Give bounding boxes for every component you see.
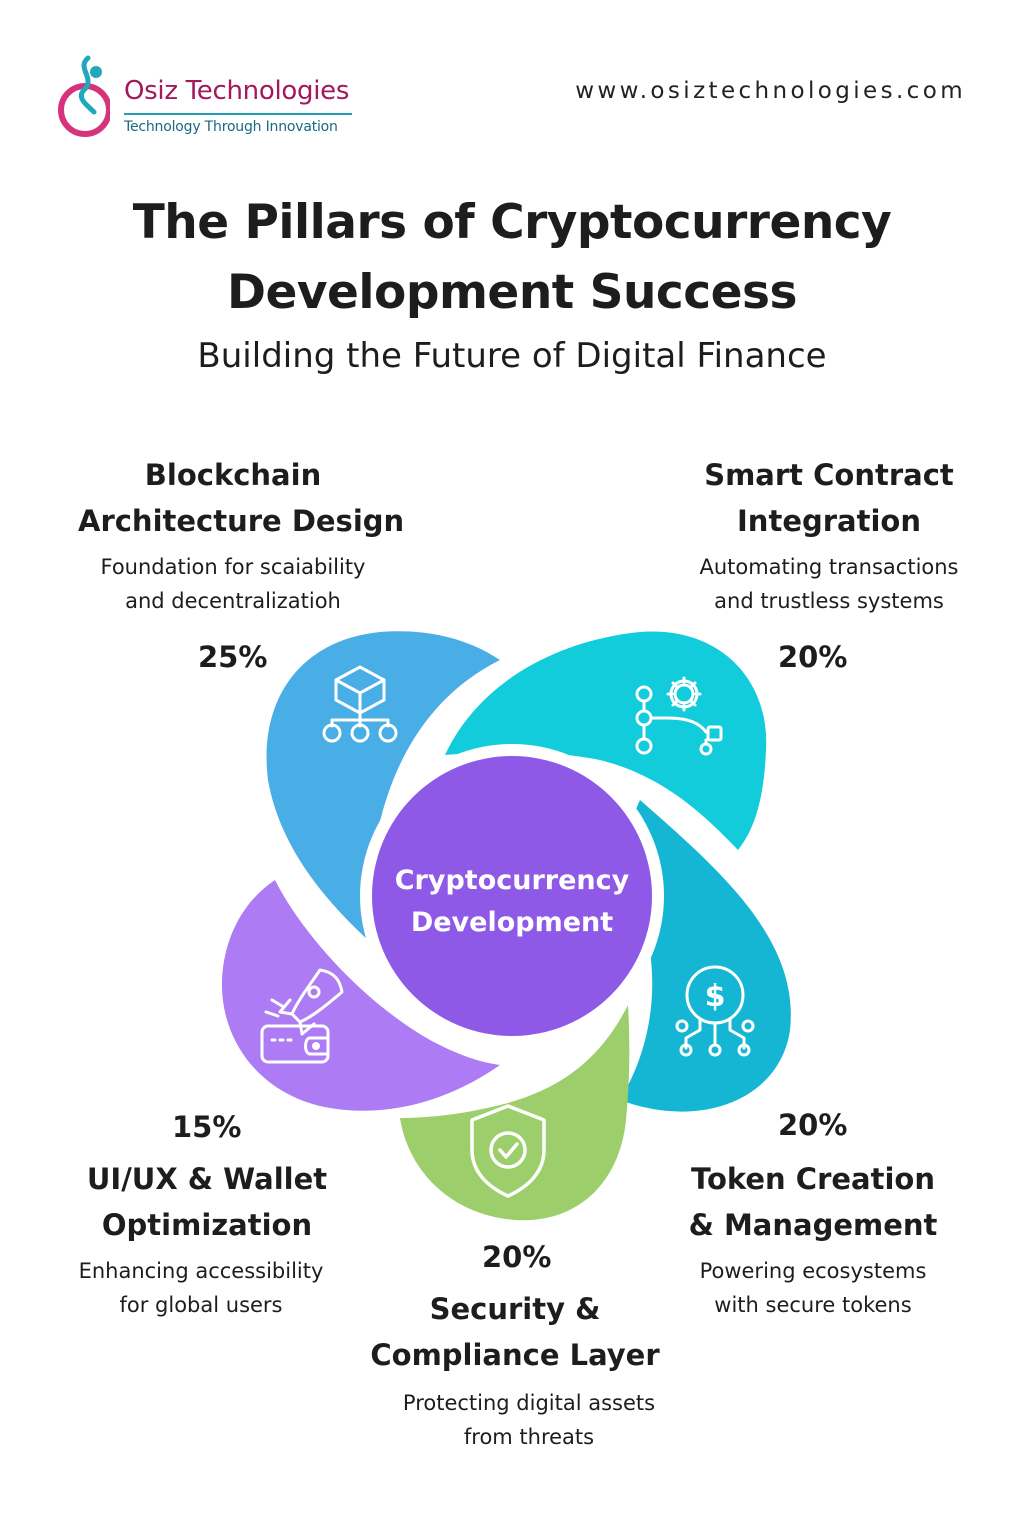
pillar-desc-line: Powering ecosystems [699, 1259, 927, 1283]
pillar-title-token: Token Creation & Management [658, 1156, 968, 1248]
center-label: Cryptocurrency Development [372, 860, 652, 944]
pillar-percent-blockchain: 25% [198, 640, 268, 674]
osiz-logo-icon [58, 55, 110, 137]
pillar-desc-line: for global users [119, 1293, 283, 1317]
pillar-desc-line: Automating transactions [699, 555, 959, 579]
page-subtitle: Building the Future of Digital Finance [197, 336, 827, 376]
pillar-percent-smart-contract: 20% [778, 640, 848, 674]
pillar-title-security: Security & Compliance Layer [360, 1286, 670, 1378]
pillar-title-line: Token Creation [691, 1162, 935, 1196]
pillar-title-line: Architecture Design [78, 504, 405, 538]
rocket-wallet-icon [260, 968, 344, 1064]
pillar-desc-line: with secure tokens [714, 1293, 912, 1317]
petal-blockchain [266, 631, 500, 940]
brand-name: Osiz Technologies [124, 76, 350, 106]
pillar-title-line: Integration [737, 504, 921, 538]
pillar-desc-line: Enhancing accessibility [78, 1259, 324, 1283]
brand-divider [124, 113, 352, 115]
pillar-percent-token: 20% [778, 1108, 848, 1142]
pillar-percent-security: 20% [482, 1240, 552, 1274]
pillar-title-line: Optimization [101, 1208, 313, 1242]
pillar-title-line: Smart Contract [704, 458, 954, 492]
pillar-title-line: Blockchain [144, 458, 322, 492]
pillar-desc-line: and trustless systems [714, 589, 944, 613]
shield-check-icon [470, 1104, 546, 1198]
pillar-title-blockchain: Blockchain Architecture Design [78, 452, 405, 544]
blockchain-network-icon [322, 665, 398, 743]
petal-uiux-wallet [221, 880, 500, 1111]
pillar-desc-line: Foundation for scaiability [100, 555, 366, 579]
gear-workflow-icon [635, 676, 723, 756]
pillar-desc-token: Powering ecosystems with secure tokens [658, 1254, 968, 1322]
brand-tagline: Technology Through Innovation [124, 119, 338, 135]
center-label-line-1: Cryptocurrency [394, 865, 630, 896]
pillar-title-smart-contract: Smart Contract Integration [674, 452, 984, 544]
center-label-line-2: Development [410, 907, 614, 938]
pillar-desc-security: Protecting digital assets from threats [374, 1386, 684, 1454]
page-title-line-1: The Pillars of Cryptocurrency [132, 195, 892, 250]
pillar-desc-line: from threats [463, 1425, 595, 1449]
petal-security [400, 1005, 630, 1221]
pillar-desc-line: Protecting digital assets [402, 1391, 656, 1415]
pillar-desc-blockchain: Foundation for scaiability and decentral… [78, 550, 388, 618]
pillar-desc-smart-contract: Automating transactions and trustless sy… [674, 550, 984, 618]
pillar-desc-uiux: Enhancing accessibility for global users [46, 1254, 356, 1322]
dollar-coin-circuit-icon: $ [675, 965, 755, 1057]
pillar-title-line: Compliance Layer [370, 1338, 660, 1372]
pillar-title-line: & Management [688, 1208, 938, 1242]
pillar-desc-line: and decentralizatioh [125, 589, 341, 613]
pillar-title-line: Security & [429, 1292, 601, 1326]
website-url[interactable]: www.osiztechnologies.com [575, 78, 966, 104]
pillar-title-line: UI/UX & Wallet [86, 1162, 328, 1196]
page-title-line-2: Development Success [227, 265, 797, 320]
svg-text:$: $ [705, 979, 726, 1014]
page-title: The Pillars of Cryptocurrency Developmen… [0, 188, 1024, 328]
pillar-percent-uiux: 15% [172, 1110, 242, 1144]
pillar-title-uiux: UI/UX & Wallet Optimization [52, 1156, 362, 1248]
center-hub [372, 756, 652, 1036]
